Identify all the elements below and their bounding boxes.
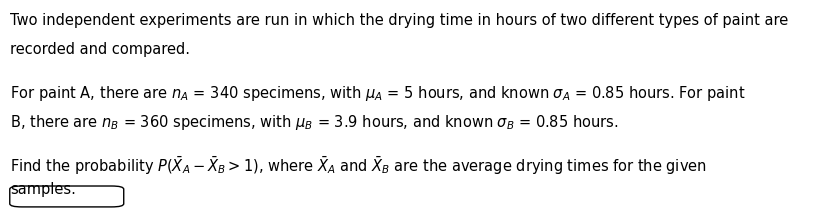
- Text: recorded and compared.: recorded and compared.: [10, 42, 190, 57]
- Text: Find the probability $P(\bar{X}_A - \bar{X}_B > 1)$, where $\bar{X}_A$ and $\bar: Find the probability $P(\bar{X}_A - \bar…: [10, 155, 707, 177]
- Text: B, there are $n_B$ = 360 specimens, with $\mu_B$ = 3.9 hours, and known $\sigma_: B, there are $n_B$ = 360 specimens, with…: [10, 113, 618, 132]
- Text: Two independent experiments are run in which the drying time in hours of two dif: Two independent experiments are run in w…: [10, 13, 788, 28]
- Text: samples.: samples.: [10, 182, 76, 197]
- Text: For paint A, there are $n_A$ = 340 specimens, with $\mu_A$ = 5 hours, and known : For paint A, there are $n_A$ = 340 speci…: [10, 84, 745, 103]
- FancyBboxPatch shape: [10, 186, 124, 207]
